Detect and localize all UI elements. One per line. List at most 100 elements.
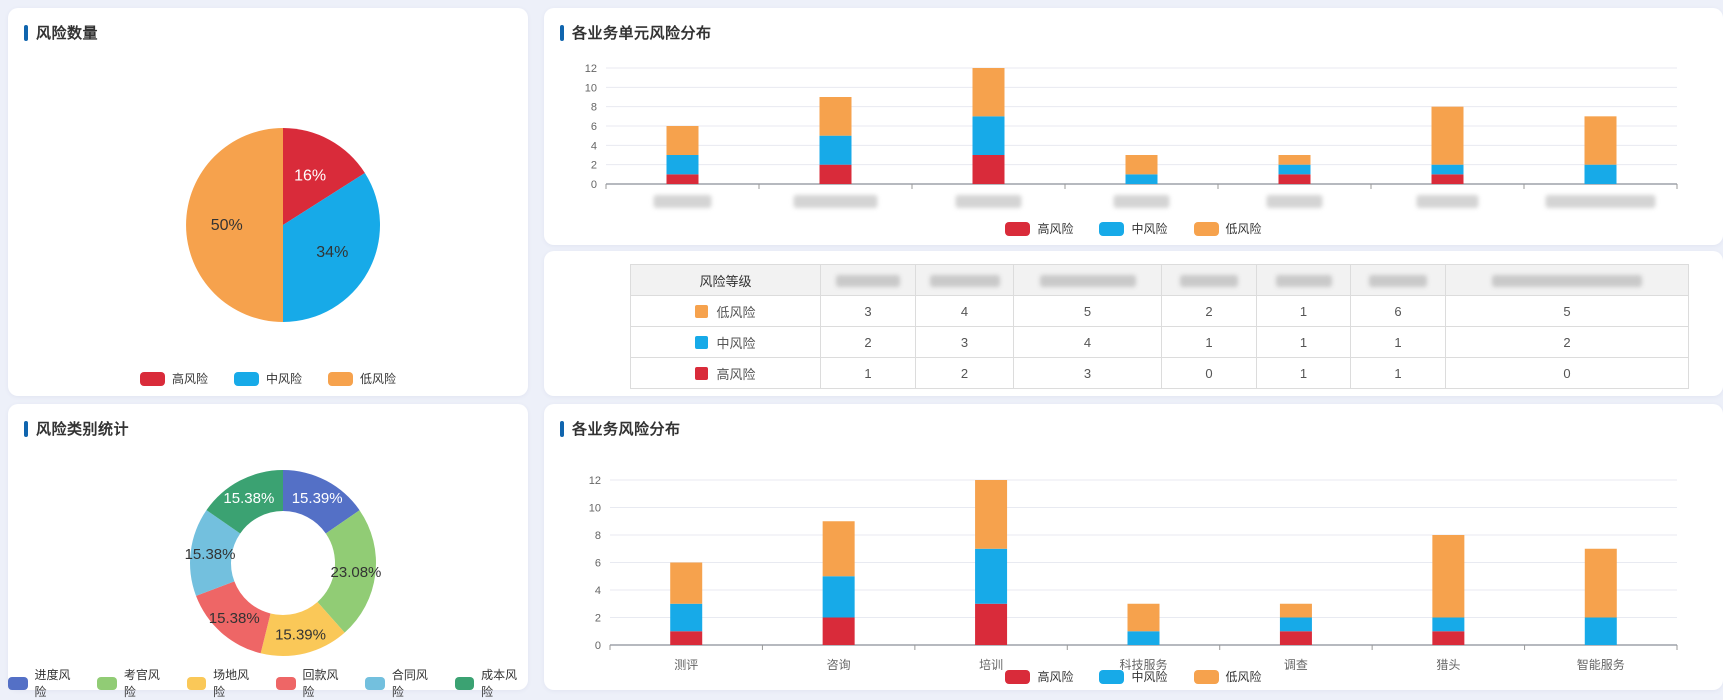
legend-item-合同风险[interactable]: 合同风险 xyxy=(365,666,438,700)
y-tick-label: 0 xyxy=(595,640,601,652)
slice-label: 15.38% xyxy=(185,546,236,563)
y-tick-label: 10 xyxy=(585,82,597,94)
bar-segment-高风险 xyxy=(670,631,703,645)
y-tick-label: 2 xyxy=(591,160,597,172)
risk-level-swatch xyxy=(695,304,709,318)
slice-label: 15.38% xyxy=(223,490,274,507)
legend-item-成本风险[interactable]: 成本风险 xyxy=(454,666,528,700)
title-accent-bar xyxy=(560,24,564,41)
redacted-header-cell xyxy=(1013,264,1162,296)
legend-label: 高风险 xyxy=(171,372,208,386)
bar-segment-低风险 xyxy=(1125,155,1158,175)
risk-count-legend: 高风险 中风险 低风险 xyxy=(8,370,528,387)
unit-risk-legend: 高风险 中风险 低风险 xyxy=(544,220,1723,237)
bar-segment-高风险 xyxy=(666,174,699,184)
legend-swatch xyxy=(139,371,165,386)
business-risk-bar-chart: 0 2 4 6 8 10 12 测评 咨询 培训 科技服务 调查 猎头 智能服务 xyxy=(589,475,1678,670)
legend-item-高风险[interactable]: 高风险 xyxy=(1005,220,1073,237)
slice-回款风险 xyxy=(196,581,271,654)
slice-场地风险 xyxy=(260,601,345,656)
legend-swatch xyxy=(365,676,385,690)
bar-segment-高风险 xyxy=(819,164,852,184)
bar-segment-中风险 xyxy=(972,116,1005,155)
bar-segment-低风险 xyxy=(972,68,1005,117)
redacted-category-label xyxy=(955,195,1022,208)
table-header-row: 风险等级 xyxy=(630,264,1689,296)
bar-segment-中风险 xyxy=(1431,164,1464,175)
legend-item-中风险[interactable]: 中风险 xyxy=(1099,220,1168,237)
slice-高风险 xyxy=(283,128,365,225)
legend-item-场地风险[interactable]: 场地风险 xyxy=(186,666,260,700)
slice-合同风险 xyxy=(190,510,241,596)
table-value-cell: 1 xyxy=(1161,326,1257,358)
redacted-header-cell xyxy=(1256,264,1351,296)
redacted-category-label xyxy=(1266,195,1323,208)
bar-segment-低风险 xyxy=(1584,548,1617,618)
bar-segment-低风险 xyxy=(1278,155,1311,165)
x-category-label: 科技服务 xyxy=(1119,657,1167,670)
legend-item-中风险[interactable]: 中风险 xyxy=(233,370,302,387)
redacted-header-pill xyxy=(1369,275,1427,288)
legend-label: 合同风险 xyxy=(391,668,428,699)
legend-item-低风险[interactable]: 低风险 xyxy=(328,370,396,387)
bar-segment-高风险 xyxy=(972,155,1005,184)
risk-category-card: 风险类别统计 15.39% 23.08% 15.39% 15.38% 15.38% 15.… xyxy=(8,404,528,699)
bar-segment-中风险 xyxy=(975,548,1008,604)
slice-中风险 xyxy=(283,173,380,322)
redacted-header-pill xyxy=(929,275,1000,288)
risk-count-title: 风险数量 xyxy=(24,22,98,43)
y-tick-label: 8 xyxy=(591,102,597,114)
table-value-cell: 2 xyxy=(915,357,1014,389)
legend-swatch xyxy=(454,676,475,690)
table-value-cell: 2 xyxy=(1445,326,1689,358)
redacted-category-label xyxy=(653,195,712,208)
legend-label: 低风险 xyxy=(1225,222,1262,236)
legend-swatch xyxy=(1099,221,1125,236)
redacted-header-cell xyxy=(1161,264,1257,296)
unit-risk-title-text: 各业务单元风险分布 xyxy=(572,25,712,42)
legend-item-低风险[interactable]: 低风险 xyxy=(1193,668,1262,685)
table-row-中风险: 中风险 2 3 4 1 1 1 2 xyxy=(630,326,1689,358)
legend-label: 进度风险 xyxy=(34,668,71,699)
legend-label: 低风险 xyxy=(1225,670,1262,684)
bar-segment-高风险 xyxy=(975,603,1008,645)
legend-item-高风险[interactable]: 高风险 xyxy=(1005,668,1073,685)
legend-swatch xyxy=(276,676,296,690)
legend-item-回款风险[interactable]: 回款风险 xyxy=(276,666,349,700)
legend-label: 成本风险 xyxy=(481,668,518,699)
table-value-cell: 2 xyxy=(820,326,916,358)
redacted-header-cell xyxy=(915,264,1014,296)
slice-成本风险 xyxy=(206,470,283,534)
bar-segment-高风险 xyxy=(822,617,855,645)
legend-item-高风险[interactable]: 高风险 xyxy=(139,370,208,387)
redacted-category-label xyxy=(793,195,878,208)
slice-label: 16% xyxy=(294,168,326,185)
legend-swatch xyxy=(1005,669,1031,684)
y-tick-label: 6 xyxy=(595,558,601,570)
x-category-label: 智能服务 xyxy=(1577,657,1625,670)
bar-segment-高风险 xyxy=(1431,174,1464,184)
redacted-header-cell xyxy=(820,264,916,296)
unit-risk-title: 各业务单元风险分布 xyxy=(560,22,712,43)
legend-item-中风险[interactable]: 中风险 xyxy=(1099,668,1168,685)
bar-segment-高风险 xyxy=(1278,174,1311,184)
risk-level-swatch xyxy=(695,366,709,380)
risk-category-donut-chart: 15.39% 23.08% 15.39% 15.38% 15.38% 15.38% xyxy=(185,470,381,656)
redacted-header-pill xyxy=(1039,275,1136,288)
bar-segment-低风险 xyxy=(1584,116,1617,165)
risk-count-title-text: 风险数量 xyxy=(36,25,99,42)
legend-swatch xyxy=(186,676,207,690)
legend-swatch xyxy=(97,676,117,690)
risk-level-label: 中风险 xyxy=(716,335,756,351)
y-tick-label: 12 xyxy=(585,63,597,75)
bar-segment-中风险 xyxy=(1584,617,1617,645)
unit-risk-card: 各业务单元风险分布 0 2 4 6 8 10 12 高风险 中风险 低风险 xyxy=(544,8,1723,245)
legend-label: 高风险 xyxy=(1037,670,1074,684)
legend-item-进度风险[interactable]: 进度风险 xyxy=(8,666,81,700)
legend-item-考官风险[interactable]: 考官风险 xyxy=(97,666,170,700)
risk-level-table: 风险等级 低风险 3 4 5 2 1 6 5 中风险 2 3 4 1 1 1 2 高风险 1 2 3 0 1 1 0 xyxy=(630,264,1689,389)
legend-swatch xyxy=(8,676,28,690)
legend-item-低风险[interactable]: 低风险 xyxy=(1193,220,1262,237)
risk-category-title: 风险类别统计 xyxy=(24,418,129,439)
risk-count-pie-chart: 16% 34% 50% xyxy=(186,128,380,322)
